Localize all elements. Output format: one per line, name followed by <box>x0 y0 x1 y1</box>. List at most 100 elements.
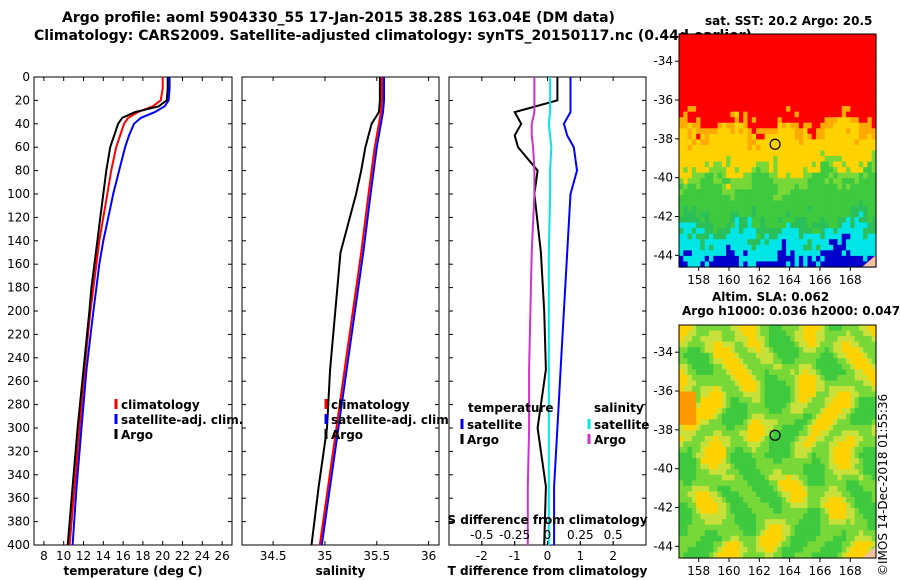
sla-map-cell <box>768 513 774 520</box>
sla-map-cell <box>794 325 800 332</box>
sst-map-cell <box>811 61 817 68</box>
sla-map-cell <box>803 502 809 509</box>
sst-map-cell <box>717 233 723 240</box>
sst-map-cell <box>858 111 864 118</box>
sst-map-cell <box>687 133 693 141</box>
sst-map-cell <box>713 244 719 251</box>
sst-map-cell <box>683 133 689 141</box>
sla-map-cell <box>837 474 843 481</box>
sla-map-cell <box>871 413 877 420</box>
sst-map-cell <box>700 67 706 74</box>
sla-map-cell <box>807 325 813 332</box>
sla-map-cell <box>833 541 839 548</box>
diff-legend-label: satellite <box>594 418 649 432</box>
sla-map-cell <box>850 435 856 443</box>
sla-map-cell <box>824 530 830 537</box>
sla-map-cell <box>683 374 689 382</box>
sla-map-cell <box>863 491 869 498</box>
sst-map-cell <box>700 72 706 79</box>
sst-map-cell <box>811 222 817 229</box>
sla-map-cell <box>708 519 714 526</box>
sla-map-cell <box>708 336 714 343</box>
sla-map-cell <box>773 496 779 504</box>
sst-map-cell <box>683 95 689 102</box>
sst-map-cell <box>824 205 830 213</box>
sla-map-cell <box>734 502 740 509</box>
sla-map-cell <box>708 452 714 459</box>
sla-map-cell <box>807 508 813 515</box>
sst-map-cell <box>811 117 817 124</box>
sla-map-cell <box>828 341 834 348</box>
sla-map-cell <box>721 485 727 493</box>
diff-x2label: S difference from climatology <box>447 513 647 527</box>
sst-map-cell <box>828 255 834 263</box>
sst-map-cell <box>747 78 753 85</box>
sla-map-cell <box>713 541 719 548</box>
sla-map-cell <box>833 474 839 481</box>
sst-map-cell <box>794 205 800 213</box>
sla-map-cell <box>730 325 736 332</box>
sla-map-cell <box>854 402 860 409</box>
sla-map-cell <box>790 430 796 437</box>
sst-map-cell <box>867 183 873 190</box>
sst-map-cell <box>747 100 753 107</box>
sla-map-cell <box>786 358 791 365</box>
sla-map-cell <box>717 347 723 354</box>
sla-map-cell <box>837 347 843 354</box>
sst-map-cell <box>713 183 719 190</box>
sla-map-cell <box>871 519 877 526</box>
sla-map-cell <box>820 485 826 493</box>
sla-map-cells <box>679 325 877 559</box>
sst-map-cell <box>679 250 684 257</box>
sst-map-cell <box>713 222 719 229</box>
sla-map-cell <box>837 336 843 343</box>
sla-map-cell <box>721 530 727 537</box>
sla-map-cell <box>751 458 757 465</box>
sla-map-cell <box>807 552 813 559</box>
sla-map-cell <box>858 458 864 465</box>
sla-map-cell <box>846 447 851 454</box>
sst-map-cell <box>704 89 710 96</box>
sst-map-cell <box>816 194 821 202</box>
sla-map-cell <box>743 374 749 382</box>
sla-map-cell <box>717 402 723 409</box>
sla-map-cell <box>738 413 744 420</box>
sst-map-cell <box>807 34 813 41</box>
sla-map-cell <box>696 336 702 343</box>
sla-map-cell <box>721 374 727 382</box>
sst-map-cell <box>828 72 834 79</box>
sst-map-cell <box>871 250 877 257</box>
sst-map-cell <box>764 122 770 129</box>
sla-map-cell <box>850 491 856 498</box>
series-line-temperature-argo <box>513 77 559 546</box>
sla-map-cell <box>756 325 761 332</box>
sst-map-cell <box>781 128 787 135</box>
sla-map-cell <box>717 530 723 537</box>
sla-map-cell <box>794 358 800 365</box>
sla-map-cell <box>850 430 856 437</box>
sst-map-cell <box>863 34 869 41</box>
sst-map-cell <box>816 250 821 257</box>
sst-map-cell <box>773 205 779 213</box>
sla-map-cell <box>781 430 787 437</box>
sst-map-cell <box>841 117 847 124</box>
sst-map-cell <box>824 72 830 79</box>
sla-map-cell <box>696 363 702 370</box>
sla-map-cell <box>798 336 804 343</box>
sst-map-cell <box>786 56 791 63</box>
sla-map-cell <box>824 424 830 432</box>
sst-map-cell <box>756 250 761 257</box>
sst-map-cell <box>820 50 826 57</box>
sla-map-cell <box>726 447 731 454</box>
sla-map-cell <box>679 374 684 382</box>
sst-map-cell <box>747 233 753 240</box>
sst-map-cell <box>717 167 723 174</box>
sla-map-cell <box>781 330 787 337</box>
sst-map-cell <box>786 67 791 74</box>
sla-map-cell <box>867 458 873 465</box>
sst-map-cell <box>730 72 736 79</box>
sla-map-cell <box>717 374 723 382</box>
sst-map-cell <box>691 150 697 157</box>
sst-map-cell <box>837 122 843 129</box>
sla-map-cell <box>850 552 856 559</box>
